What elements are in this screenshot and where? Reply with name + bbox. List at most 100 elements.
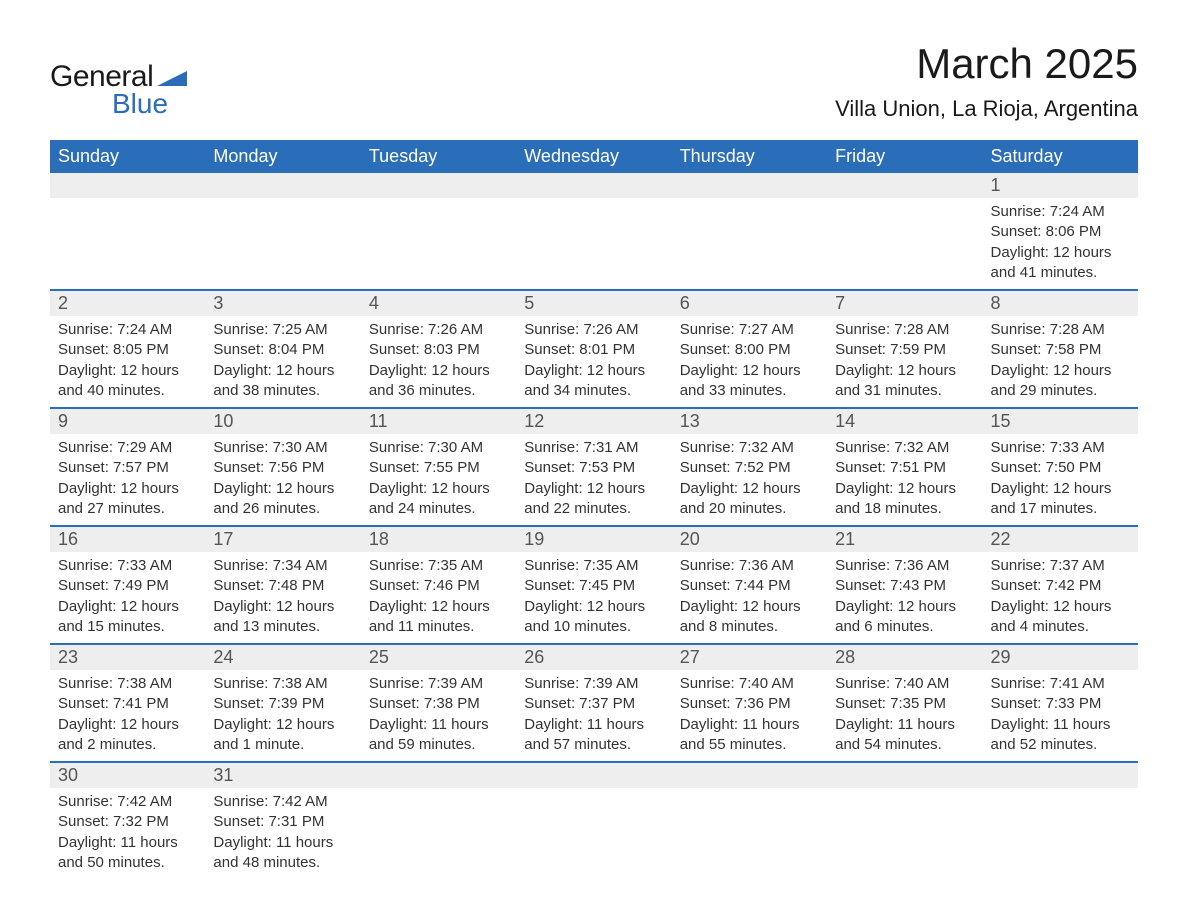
day-number: [672, 173, 827, 198]
sunset-text: Sunset: 7:52 PM: [680, 458, 819, 478]
title-block: March 2025 Villa Union, La Rioja, Argent…: [835, 40, 1138, 122]
sunset-text: Sunset: 7:35 PM: [835, 694, 974, 714]
sunset-text: Sunset: 7:39 PM: [213, 694, 352, 714]
daylight-text: Daylight: 12 hours and 4 minutes.: [991, 597, 1130, 638]
sunrise-text: Sunrise: 7:33 AM: [58, 556, 197, 576]
sunset-text: Sunset: 7:48 PM: [213, 576, 352, 596]
day-number: 15: [983, 408, 1138, 434]
sunset-text: Sunset: 8:03 PM: [369, 340, 508, 360]
daylight-text: Daylight: 12 hours and 26 minutes.: [213, 479, 352, 520]
day-content-row: Sunrise: 7:42 AMSunset: 7:32 PMDaylight:…: [50, 788, 1138, 879]
sunset-text: Sunset: 7:49 PM: [58, 576, 197, 596]
day-cell: Sunrise: 7:32 AMSunset: 7:52 PMDaylight:…: [672, 434, 827, 526]
sunrise-text: Sunrise: 7:28 AM: [835, 320, 974, 340]
day-cell: Sunrise: 7:24 AMSunset: 8:06 PMDaylight:…: [983, 198, 1138, 290]
day-cell: Sunrise: 7:39 AMSunset: 7:37 PMDaylight:…: [516, 670, 671, 762]
sunrise-text: Sunrise: 7:38 AM: [213, 674, 352, 694]
day-cell: Sunrise: 7:35 AMSunset: 7:45 PMDaylight:…: [516, 552, 671, 644]
day-number: 25: [361, 644, 516, 670]
day-cell: Sunrise: 7:25 AMSunset: 8:04 PMDaylight:…: [205, 316, 360, 408]
day-number-row: 2345678: [50, 290, 1138, 316]
sunset-text: Sunset: 7:55 PM: [369, 458, 508, 478]
day-cell: [827, 198, 982, 290]
daylight-text: Daylight: 12 hours and 27 minutes.: [58, 479, 197, 520]
day-cell: Sunrise: 7:38 AMSunset: 7:41 PMDaylight:…: [50, 670, 205, 762]
day-cell: Sunrise: 7:36 AMSunset: 7:43 PMDaylight:…: [827, 552, 982, 644]
day-number: [827, 173, 982, 198]
sunset-text: Sunset: 7:56 PM: [213, 458, 352, 478]
sunrise-text: Sunrise: 7:27 AM: [680, 320, 819, 340]
day-cell: Sunrise: 7:40 AMSunset: 7:35 PMDaylight:…: [827, 670, 982, 762]
sunset-text: Sunset: 7:31 PM: [213, 812, 352, 832]
day-cell: Sunrise: 7:35 AMSunset: 7:46 PMDaylight:…: [361, 552, 516, 644]
page-header: General Blue March 2025 Villa Union, La …: [50, 40, 1138, 122]
sunrise-text: Sunrise: 7:24 AM: [991, 202, 1130, 222]
day-number-row: 3031: [50, 762, 1138, 788]
sunset-text: Sunset: 7:43 PM: [835, 576, 974, 596]
day-cell: Sunrise: 7:32 AMSunset: 7:51 PMDaylight:…: [827, 434, 982, 526]
day-number: 27: [672, 644, 827, 670]
day-cell: Sunrise: 7:31 AMSunset: 7:53 PMDaylight:…: [516, 434, 671, 526]
day-number: 17: [205, 526, 360, 552]
sunrise-text: Sunrise: 7:40 AM: [680, 674, 819, 694]
logo-text-blue: Blue: [112, 88, 168, 120]
day-cell: [672, 198, 827, 290]
day-cell: Sunrise: 7:27 AMSunset: 8:00 PMDaylight:…: [672, 316, 827, 408]
daylight-text: Daylight: 11 hours and 50 minutes.: [58, 833, 197, 874]
day-cell: [672, 788, 827, 879]
calendar-body: 1Sunrise: 7:24 AMSunset: 8:06 PMDaylight…: [50, 173, 1138, 879]
sunrise-text: Sunrise: 7:42 AM: [213, 792, 352, 812]
sunrise-text: Sunrise: 7:32 AM: [680, 438, 819, 458]
sunset-text: Sunset: 8:06 PM: [991, 222, 1130, 242]
day-number: 4: [361, 290, 516, 316]
day-content-row: Sunrise: 7:24 AMSunset: 8:05 PMDaylight:…: [50, 316, 1138, 408]
calendar-table: Sunday Monday Tuesday Wednesday Thursday…: [50, 140, 1138, 879]
sunrise-text: Sunrise: 7:26 AM: [369, 320, 508, 340]
day-cell: [50, 198, 205, 290]
day-number: [516, 173, 671, 198]
day-number: [983, 762, 1138, 788]
daylight-text: Daylight: 11 hours and 59 minutes.: [369, 715, 508, 756]
day-header-row: Sunday Monday Tuesday Wednesday Thursday…: [50, 140, 1138, 173]
daylight-text: Daylight: 11 hours and 57 minutes.: [524, 715, 663, 756]
day-cell: Sunrise: 7:30 AMSunset: 7:55 PMDaylight:…: [361, 434, 516, 526]
sunset-text: Sunset: 7:37 PM: [524, 694, 663, 714]
daylight-text: Daylight: 12 hours and 24 minutes.: [369, 479, 508, 520]
day-cell: Sunrise: 7:39 AMSunset: 7:38 PMDaylight:…: [361, 670, 516, 762]
day-cell: Sunrise: 7:28 AMSunset: 7:59 PMDaylight:…: [827, 316, 982, 408]
sunset-text: Sunset: 7:38 PM: [369, 694, 508, 714]
daylight-text: Daylight: 12 hours and 10 minutes.: [524, 597, 663, 638]
day-number: 19: [516, 526, 671, 552]
sunrise-text: Sunrise: 7:30 AM: [369, 438, 508, 458]
sunrise-text: Sunrise: 7:26 AM: [524, 320, 663, 340]
day-number-row: 16171819202122: [50, 526, 1138, 552]
daylight-text: Daylight: 12 hours and 33 minutes.: [680, 361, 819, 402]
daylight-text: Daylight: 12 hours and 17 minutes.: [991, 479, 1130, 520]
daylight-text: Daylight: 12 hours and 6 minutes.: [835, 597, 974, 638]
day-header-mon: Monday: [205, 140, 360, 173]
daylight-text: Daylight: 11 hours and 54 minutes.: [835, 715, 974, 756]
daylight-text: Daylight: 12 hours and 18 minutes.: [835, 479, 974, 520]
day-cell: Sunrise: 7:26 AMSunset: 8:01 PMDaylight:…: [516, 316, 671, 408]
day-number: 10: [205, 408, 360, 434]
day-content-row: Sunrise: 7:38 AM Sunset: 7:41 PM Daylight:…: [50, 670, 1138, 762]
day-number: 11: [361, 408, 516, 434]
day-cell: Sunrise: 7:36 AMSunset: 7:44 PMDaylight:…: [672, 552, 827, 644]
day-cell: [516, 198, 671, 290]
day-cell: [516, 788, 671, 879]
month-title: March 2025: [835, 40, 1138, 88]
day-cell: Sunrise: 7:40 AMSunset: 7:36 PMDaylight:…: [672, 670, 827, 762]
day-cell: Sunrise: 7:42 AMSunset: 7:31 PMDaylight:…: [205, 788, 360, 879]
day-number: 21: [827, 526, 982, 552]
day-number: 29: [983, 644, 1138, 670]
sunset-text: Sunset: 7:41 PM: [58, 694, 197, 714]
day-number: [361, 762, 516, 788]
sunrise-text: Sunrise: 7:42 AM: [58, 792, 197, 812]
day-number: 20: [672, 526, 827, 552]
day-number: 18: [361, 526, 516, 552]
day-number: [827, 762, 982, 788]
daylight-text: Daylight: 12 hours and 31 minutes.: [835, 361, 974, 402]
sunrise-text: Sunrise: 7:24 AM: [58, 320, 197, 340]
day-cell: Sunrise: 7:41 AMSunset: 7:33 PMDaylight:…: [983, 670, 1138, 762]
day-cell: Sunrise: 7:33 AMSunset: 7:50 PMDaylight:…: [983, 434, 1138, 526]
